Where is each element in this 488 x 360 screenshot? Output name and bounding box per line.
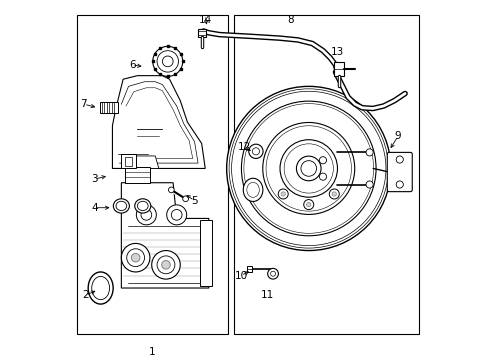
- Circle shape: [157, 256, 175, 274]
- Bar: [124, 157, 132, 166]
- Circle shape: [270, 271, 275, 276]
- Polygon shape: [121, 183, 208, 288]
- Circle shape: [331, 192, 336, 196]
- Ellipse shape: [243, 178, 263, 202]
- Circle shape: [151, 251, 180, 279]
- Circle shape: [168, 187, 174, 193]
- Ellipse shape: [113, 199, 129, 213]
- Circle shape: [265, 126, 351, 211]
- Ellipse shape: [116, 201, 126, 211]
- Circle shape: [280, 140, 337, 197]
- Circle shape: [166, 205, 186, 225]
- Polygon shape: [128, 156, 159, 168]
- Polygon shape: [247, 266, 252, 272]
- Circle shape: [248, 144, 263, 158]
- Circle shape: [126, 249, 144, 267]
- Text: 2: 2: [82, 290, 89, 300]
- Circle shape: [244, 104, 373, 233]
- Circle shape: [267, 269, 278, 279]
- Circle shape: [162, 56, 173, 67]
- Text: 8: 8: [287, 15, 294, 25]
- Bar: [198, 28, 205, 37]
- Circle shape: [141, 210, 151, 220]
- Polygon shape: [100, 102, 118, 113]
- Circle shape: [241, 101, 375, 236]
- Circle shape: [300, 161, 316, 176]
- Circle shape: [136, 205, 156, 225]
- FancyBboxPatch shape: [386, 152, 411, 192]
- Text: 1: 1: [148, 347, 155, 357]
- Polygon shape: [124, 167, 150, 183]
- Text: 6: 6: [128, 60, 135, 70]
- Text: 3: 3: [91, 174, 98, 184]
- Circle shape: [121, 243, 150, 272]
- Circle shape: [395, 156, 403, 163]
- Ellipse shape: [246, 183, 259, 197]
- Text: 12: 12: [237, 142, 251, 152]
- Bar: [77, 15, 228, 334]
- Ellipse shape: [92, 276, 109, 300]
- Text: 11: 11: [261, 290, 274, 300]
- Text: 7: 7: [81, 99, 87, 109]
- Bar: [333, 62, 344, 76]
- Ellipse shape: [88, 272, 113, 304]
- Circle shape: [366, 181, 372, 188]
- Text: 14: 14: [198, 15, 211, 25]
- Circle shape: [152, 46, 183, 76]
- Bar: [233, 15, 419, 334]
- Text: 4: 4: [91, 203, 98, 213]
- Circle shape: [226, 86, 390, 251]
- Text: 5: 5: [191, 195, 198, 206]
- Circle shape: [395, 181, 403, 188]
- Circle shape: [162, 261, 170, 269]
- Circle shape: [366, 149, 372, 156]
- Bar: [121, 154, 135, 168]
- Circle shape: [319, 173, 326, 180]
- Circle shape: [171, 210, 182, 220]
- Circle shape: [231, 91, 385, 246]
- Circle shape: [319, 157, 326, 164]
- Circle shape: [229, 89, 387, 248]
- Circle shape: [278, 189, 287, 199]
- Circle shape: [296, 156, 321, 181]
- Text: 10: 10: [234, 270, 247, 280]
- Ellipse shape: [135, 199, 150, 213]
- Circle shape: [252, 148, 259, 155]
- Polygon shape: [200, 220, 212, 286]
- Circle shape: [284, 144, 333, 193]
- Circle shape: [306, 202, 310, 207]
- Circle shape: [303, 199, 313, 210]
- Polygon shape: [112, 76, 205, 168]
- Circle shape: [131, 253, 140, 262]
- Circle shape: [183, 196, 188, 202]
- Text: 13: 13: [330, 47, 343, 57]
- Circle shape: [157, 51, 178, 72]
- Circle shape: [328, 189, 339, 199]
- Ellipse shape: [137, 201, 148, 211]
- Circle shape: [281, 192, 285, 196]
- Text: 9: 9: [394, 131, 401, 141]
- Circle shape: [262, 122, 354, 215]
